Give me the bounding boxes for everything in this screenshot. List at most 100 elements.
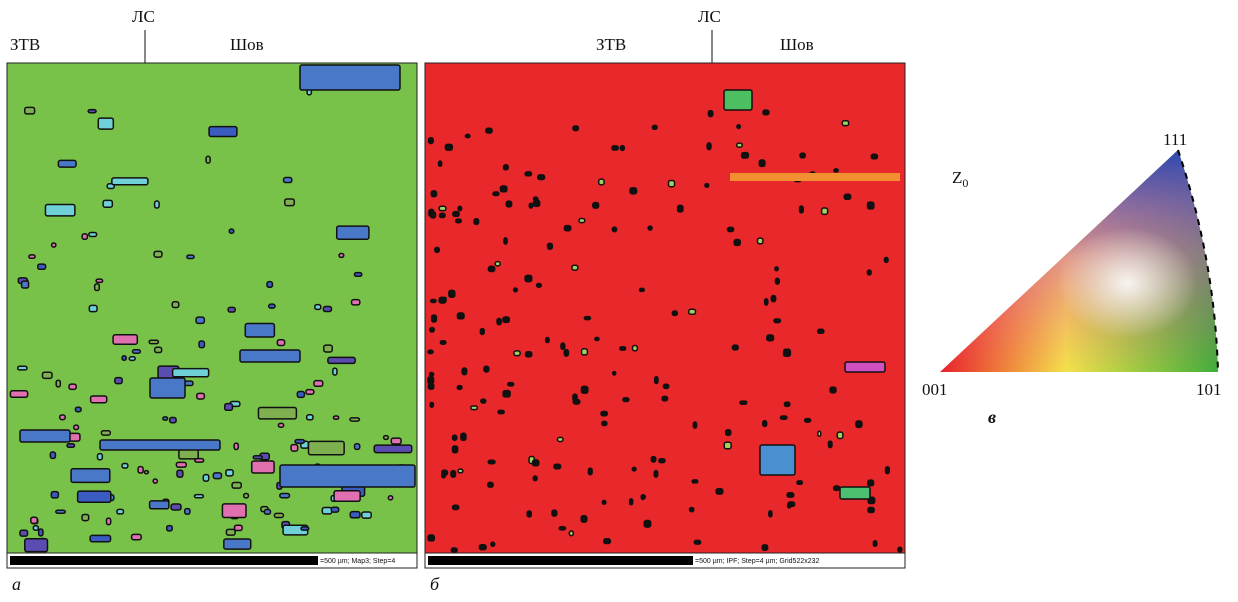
grain <box>101 431 110 435</box>
grain <box>74 425 79 429</box>
grain <box>760 445 795 475</box>
grain <box>559 527 565 530</box>
grain <box>117 509 124 514</box>
grain <box>724 442 731 448</box>
grain <box>775 267 778 271</box>
grain <box>632 467 636 470</box>
grain <box>315 305 321 310</box>
grain <box>655 377 658 384</box>
grain <box>267 282 272 288</box>
grain <box>209 127 237 137</box>
grain <box>724 90 752 110</box>
grain <box>481 399 486 403</box>
grain <box>493 192 499 196</box>
grain <box>67 444 75 448</box>
grain <box>604 539 611 544</box>
grain <box>82 515 89 521</box>
grain <box>759 160 765 166</box>
grain <box>56 510 66 513</box>
grain <box>439 213 445 217</box>
grain <box>797 481 802 484</box>
grain <box>456 219 462 223</box>
grain <box>818 431 821 436</box>
grain <box>50 452 55 458</box>
grain <box>678 205 683 211</box>
grain <box>115 378 122 384</box>
grain <box>498 410 504 413</box>
grain <box>514 288 518 292</box>
grain <box>350 418 360 421</box>
grain <box>324 345 332 352</box>
grain <box>787 493 794 497</box>
grain <box>488 460 495 463</box>
grain <box>633 346 638 351</box>
grain <box>497 318 501 324</box>
grain <box>642 495 645 498</box>
grain <box>834 486 840 490</box>
grain <box>762 545 767 550</box>
grain <box>280 493 290 497</box>
grain <box>234 525 242 530</box>
grain <box>708 111 712 117</box>
grain <box>337 226 369 239</box>
grain <box>154 251 162 257</box>
grain <box>31 517 37 523</box>
grain <box>333 416 338 419</box>
grain <box>45 204 74 215</box>
grain <box>506 201 511 207</box>
grain <box>451 548 457 552</box>
grain <box>155 347 162 352</box>
grain <box>309 441 345 454</box>
grain <box>639 288 644 291</box>
grain <box>554 464 561 469</box>
grain <box>453 505 459 509</box>
grain <box>445 144 452 150</box>
grain <box>546 338 550 343</box>
grain <box>486 128 492 133</box>
grain <box>690 507 694 511</box>
grain <box>18 366 27 370</box>
grain <box>430 212 435 218</box>
grain <box>432 315 437 322</box>
grain <box>431 299 436 302</box>
grain <box>557 437 563 441</box>
grain <box>350 512 360 518</box>
grain <box>39 529 43 536</box>
grain <box>564 226 570 231</box>
grain <box>295 440 304 444</box>
scale-bar <box>10 556 318 565</box>
grain <box>253 456 262 459</box>
grain <box>203 475 208 482</box>
grain <box>144 471 148 474</box>
grain <box>339 253 344 257</box>
grain <box>431 191 436 197</box>
grain <box>573 126 578 131</box>
grain <box>474 219 479 225</box>
grain <box>508 383 514 386</box>
page: =500 µm; Map3; Step=4 ЗТВ ЛС Шов а =500 … <box>0 0 1238 602</box>
grain <box>25 539 48 552</box>
grain <box>252 461 274 473</box>
grain <box>297 392 304 398</box>
grain <box>856 421 862 427</box>
grain <box>737 125 740 129</box>
grain <box>564 350 568 356</box>
grain <box>898 547 902 552</box>
grain <box>693 422 696 428</box>
grain <box>561 343 565 349</box>
grain <box>868 202 874 209</box>
grain <box>652 125 657 129</box>
grain <box>75 407 81 411</box>
grain <box>884 257 888 262</box>
grain <box>491 542 495 546</box>
grain <box>573 400 579 404</box>
grain <box>171 504 181 510</box>
grain <box>352 300 360 305</box>
grain <box>362 512 371 518</box>
grain <box>430 372 434 376</box>
grain <box>552 510 557 516</box>
grain <box>707 143 711 150</box>
grain <box>868 507 874 512</box>
grain <box>818 329 824 333</box>
grain <box>354 273 361 277</box>
